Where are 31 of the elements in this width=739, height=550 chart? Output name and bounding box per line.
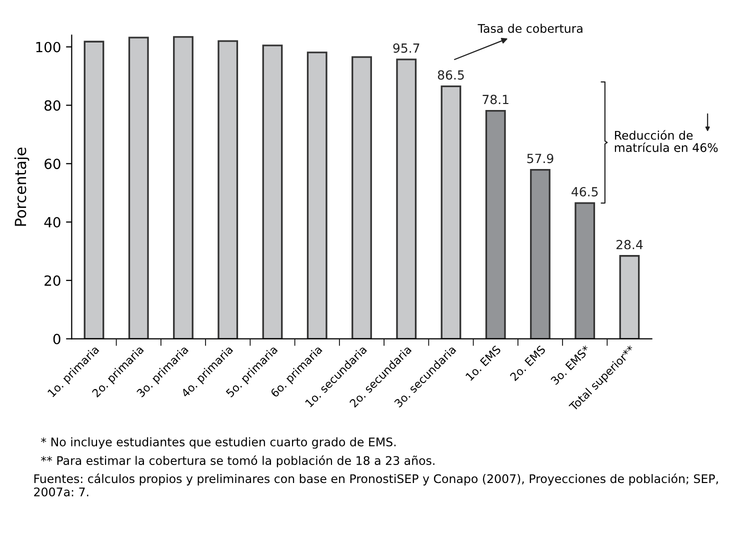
- y-tick-label: 20: [44, 275, 60, 286]
- y-tick-label: 80: [44, 100, 60, 111]
- y-tick-label: 60: [44, 158, 60, 170]
- bar: [485, 110, 506, 339]
- data-label: 78.1: [482, 94, 508, 104]
- text: ** Para estimar la cobertura se tomó la población de 18 a 23 años.: [40, 455, 434, 468]
- annotation: Reducción de matrícula en 46%: [614, 130, 718, 152]
- bar: [262, 44, 283, 339]
- bar: [574, 202, 596, 339]
- y-tick-label: 0: [53, 334, 60, 344]
- bar: [84, 40, 104, 339]
- source-note: Fuentes: cálculos propios y preliminares con base en PronostiSEP y Conapo (2007), Proyecciones de población; SEP, 2007a: 7.: [34, 474, 718, 496]
- bar: [352, 56, 372, 339]
- data-label: 95.7: [393, 43, 420, 53]
- bar: [173, 36, 194, 339]
- y-tick-label: 100: [36, 42, 60, 52]
- bar: [306, 52, 328, 339]
- y-axis-title: Porcentaje: [14, 148, 30, 226]
- bar: [128, 36, 149, 339]
- y-tick-label: 40: [44, 217, 60, 228]
- text: Tasa de cobertura: [478, 24, 582, 33]
- text: * No incluye estudiantes que estudien cuarto grado de EMS.: [40, 437, 396, 449]
- bar: [440, 85, 462, 339]
- bar: [218, 40, 238, 339]
- data-label: 28.4: [616, 240, 643, 250]
- data-label: 86.5: [438, 70, 464, 80]
- data-label: 57.9: [527, 154, 554, 164]
- bar: [619, 255, 640, 339]
- bar: [396, 58, 417, 339]
- data-label: 46.5: [572, 187, 598, 196]
- bar: [530, 168, 550, 339]
